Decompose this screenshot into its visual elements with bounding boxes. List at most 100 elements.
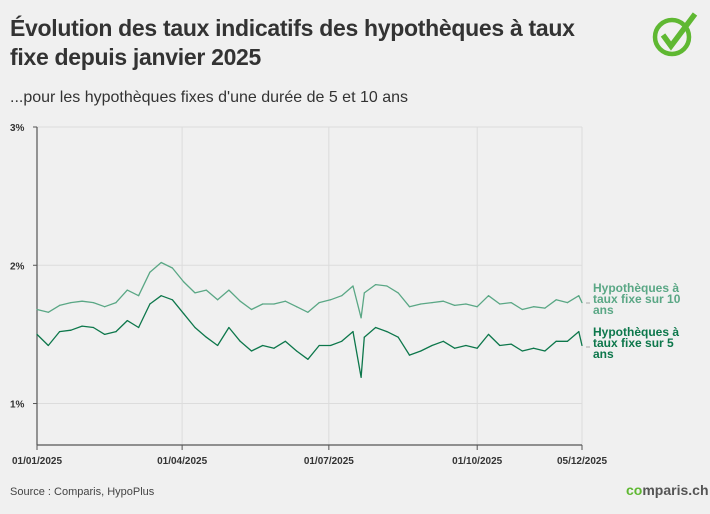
checkmark-logo-icon <box>652 12 698 57</box>
series-label: ans <box>593 347 614 361</box>
data-point <box>205 336 207 338</box>
data-point <box>160 261 162 264</box>
data-point <box>533 347 535 349</box>
data-point <box>420 350 422 352</box>
series-label: taux fixe sur 5 <box>593 336 674 350</box>
data-point <box>137 295 140 297</box>
data-point <box>499 303 501 305</box>
data-point <box>273 347 275 349</box>
data-point <box>126 319 128 322</box>
data-point <box>58 304 61 306</box>
data-point <box>454 347 456 349</box>
data-point <box>581 344 583 347</box>
x-tick-label: 01/04/2025 <box>157 456 207 467</box>
data-point <box>420 303 422 305</box>
data-point <box>250 350 253 352</box>
data-point <box>183 313 185 315</box>
data-point <box>104 333 106 335</box>
data-point <box>581 301 583 304</box>
data-point <box>476 347 478 349</box>
source-note: Source : Comparis, HypoPlus <box>10 486 155 498</box>
data-point <box>318 301 320 304</box>
chart-title: Évolution des taux indicatifs des hypoth… <box>10 15 575 70</box>
data-point <box>149 303 151 305</box>
data-point <box>126 289 128 291</box>
comparis-logo: comparis.ch <box>626 482 709 498</box>
data-point <box>555 340 557 342</box>
data-point <box>360 376 362 378</box>
data-point <box>115 301 117 304</box>
data-point <box>341 340 343 342</box>
data-point <box>171 299 174 301</box>
data-point <box>386 285 388 287</box>
data-point <box>194 326 196 329</box>
data-point <box>262 344 264 347</box>
data-point <box>533 306 535 308</box>
data-point <box>329 299 332 301</box>
data-point <box>454 304 456 306</box>
data-point <box>149 271 151 273</box>
data-point <box>578 295 580 297</box>
data-point <box>239 300 241 302</box>
logo-o-icon: o <box>633 482 643 498</box>
data-point <box>510 301 512 304</box>
data-point <box>544 307 546 309</box>
data-point <box>352 285 354 287</box>
data-point <box>566 301 569 304</box>
series-label: Hypothèques à <box>593 325 679 339</box>
data-point <box>205 289 207 291</box>
y-tick-label: 3% <box>10 123 25 134</box>
x-tick-label: 01/01/2025 <box>12 456 62 467</box>
data-point <box>70 329 72 331</box>
data-point <box>363 336 365 338</box>
data-point <box>408 306 411 308</box>
series-label: taux fixe sur 10 <box>593 292 681 306</box>
data-point <box>318 344 320 347</box>
logo-c: c <box>626 482 634 498</box>
data-point <box>137 326 140 329</box>
data-point <box>397 336 399 338</box>
data-point <box>284 300 286 302</box>
data-point <box>352 331 354 333</box>
data-point <box>216 344 219 347</box>
data-point <box>296 306 298 308</box>
data-point <box>510 343 512 345</box>
data-point <box>216 299 219 301</box>
data-point <box>58 331 61 333</box>
data-point <box>70 301 72 304</box>
series-label: Hypothèques à <box>593 281 679 295</box>
series-label: ans <box>593 303 614 317</box>
x-tick-label: 05/12/2025 <box>557 456 607 467</box>
data-point <box>81 300 83 302</box>
data-point <box>386 331 388 333</box>
data-point <box>544 350 546 352</box>
logo-text: mparis.ch <box>642 482 709 498</box>
data-point <box>465 303 467 305</box>
data-point <box>375 284 377 286</box>
chart-subtitle: ...pour les hypothèques fixes d'une duré… <box>10 89 408 106</box>
data-point <box>262 303 264 305</box>
data-point <box>81 325 83 327</box>
data-point <box>465 344 467 347</box>
data-point <box>104 306 106 308</box>
series-line-5-ans <box>36 295 583 378</box>
data-point <box>273 303 275 305</box>
data-point <box>47 311 49 313</box>
y-tick-label: 2% <box>10 261 25 272</box>
data-point <box>171 267 174 269</box>
data-point <box>228 326 230 329</box>
data-point <box>487 333 490 335</box>
data-point <box>521 350 523 352</box>
data-point <box>487 295 490 297</box>
data-point <box>442 300 444 302</box>
data-point <box>250 308 253 311</box>
data-point <box>431 301 433 304</box>
data-point <box>36 333 38 335</box>
data-point <box>239 340 241 342</box>
data-point <box>408 354 411 356</box>
data-point <box>284 340 286 342</box>
data-point <box>397 292 399 294</box>
y-tick-label: 1% <box>10 400 25 411</box>
data-point <box>160 295 162 297</box>
data-point <box>329 344 332 347</box>
